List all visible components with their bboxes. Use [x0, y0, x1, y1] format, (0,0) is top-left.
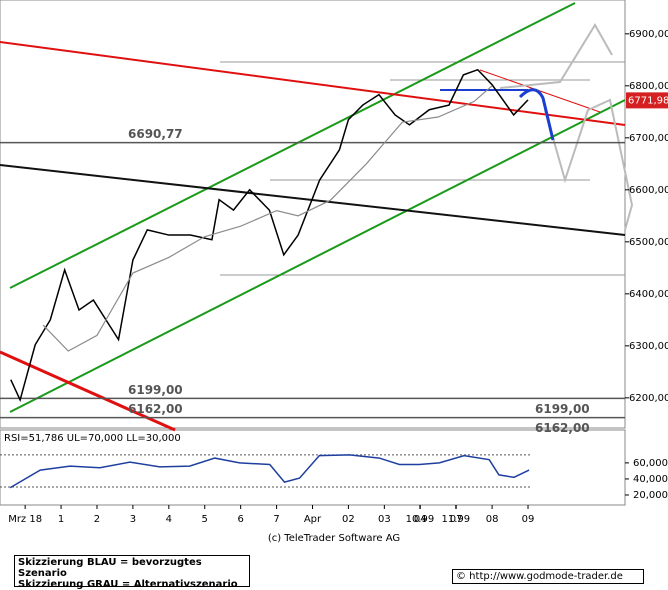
last-price-tag: [626, 92, 668, 109]
price-line: [42, 85, 493, 352]
x-tick-label: 6: [237, 514, 243, 525]
level-label: 6199,00: [128, 383, 183, 397]
x-tick-label: 3: [130, 514, 136, 525]
y-tick-label: 6600,00: [629, 185, 668, 196]
y-tick-label: 6900,00: [629, 29, 668, 40]
level-label: 6690,77: [128, 127, 183, 141]
x-tick-label: 5: [202, 514, 208, 525]
rsi-label: RSI=51,786 UL=70,000 LL=30,000: [4, 433, 181, 444]
trend-line: [9, 2, 576, 289]
trend-line: [479, 69, 601, 113]
x-tick-label: Mrz 18: [8, 514, 42, 525]
last-price-label: 6771,98: [628, 95, 668, 106]
x-tick-label: 10.99: [406, 514, 435, 525]
rsi-tick-label: 40,000: [633, 474, 668, 485]
level-label: 6199,00: [535, 402, 590, 416]
copyright: (c) TeleTrader Software AG: [268, 533, 400, 544]
x-tick-label: 11.99: [441, 514, 470, 525]
y-tick-label: 6300,00: [629, 341, 668, 352]
source-box[interactable]: © http://www.godmode-trader.de: [452, 569, 644, 584]
notes-box: Skizzierung BLAU = bevorzugtes Szenario …: [14, 555, 250, 590]
price-panel: [0, 0, 626, 429]
blue-scenario: [518, 88, 555, 141]
x-tick-label: 09: [522, 514, 535, 525]
y-tick-label: 6800,00: [629, 81, 668, 92]
note: Skizzierung BLAU = bevorzugtes Szenario: [18, 557, 202, 579]
y-tick-label: 6700,00: [629, 133, 668, 144]
rsi-tick-label: 60,000: [633, 458, 668, 469]
x-tick-label: 2: [94, 514, 100, 525]
note: Skizzierung GRAU = Alternativszenario: [18, 579, 238, 590]
rsi-line: [9, 454, 530, 489]
alt-scenario: [544, 98, 634, 231]
x-tick-label: 7: [273, 514, 279, 525]
y-tick-label: 6400,00: [629, 289, 668, 300]
level-label: 6162,00: [535, 421, 590, 435]
rsi-tick-label: 20,000: [633, 490, 668, 501]
y-tick-label: 6200,00: [629, 393, 668, 404]
x-tick-label: 1: [58, 514, 64, 525]
y-tick-label: 6500,00: [629, 237, 668, 248]
x-tick-label: 4: [166, 514, 172, 525]
x-tick-label: 08: [486, 514, 499, 525]
x-tick-label: 03: [378, 514, 391, 525]
trend-line: [9, 99, 626, 413]
x-tick-label: 04: [414, 514, 427, 525]
x-tick-label: 02: [342, 514, 355, 525]
alt-scenario: [499, 23, 613, 89]
price-line: [10, 68, 529, 403]
x-tick-label: Apr: [304, 514, 322, 525]
trend-line: [0, 41, 626, 126]
level-label: 6162,00: [128, 402, 183, 416]
x-tick-label: 07: [450, 514, 463, 525]
